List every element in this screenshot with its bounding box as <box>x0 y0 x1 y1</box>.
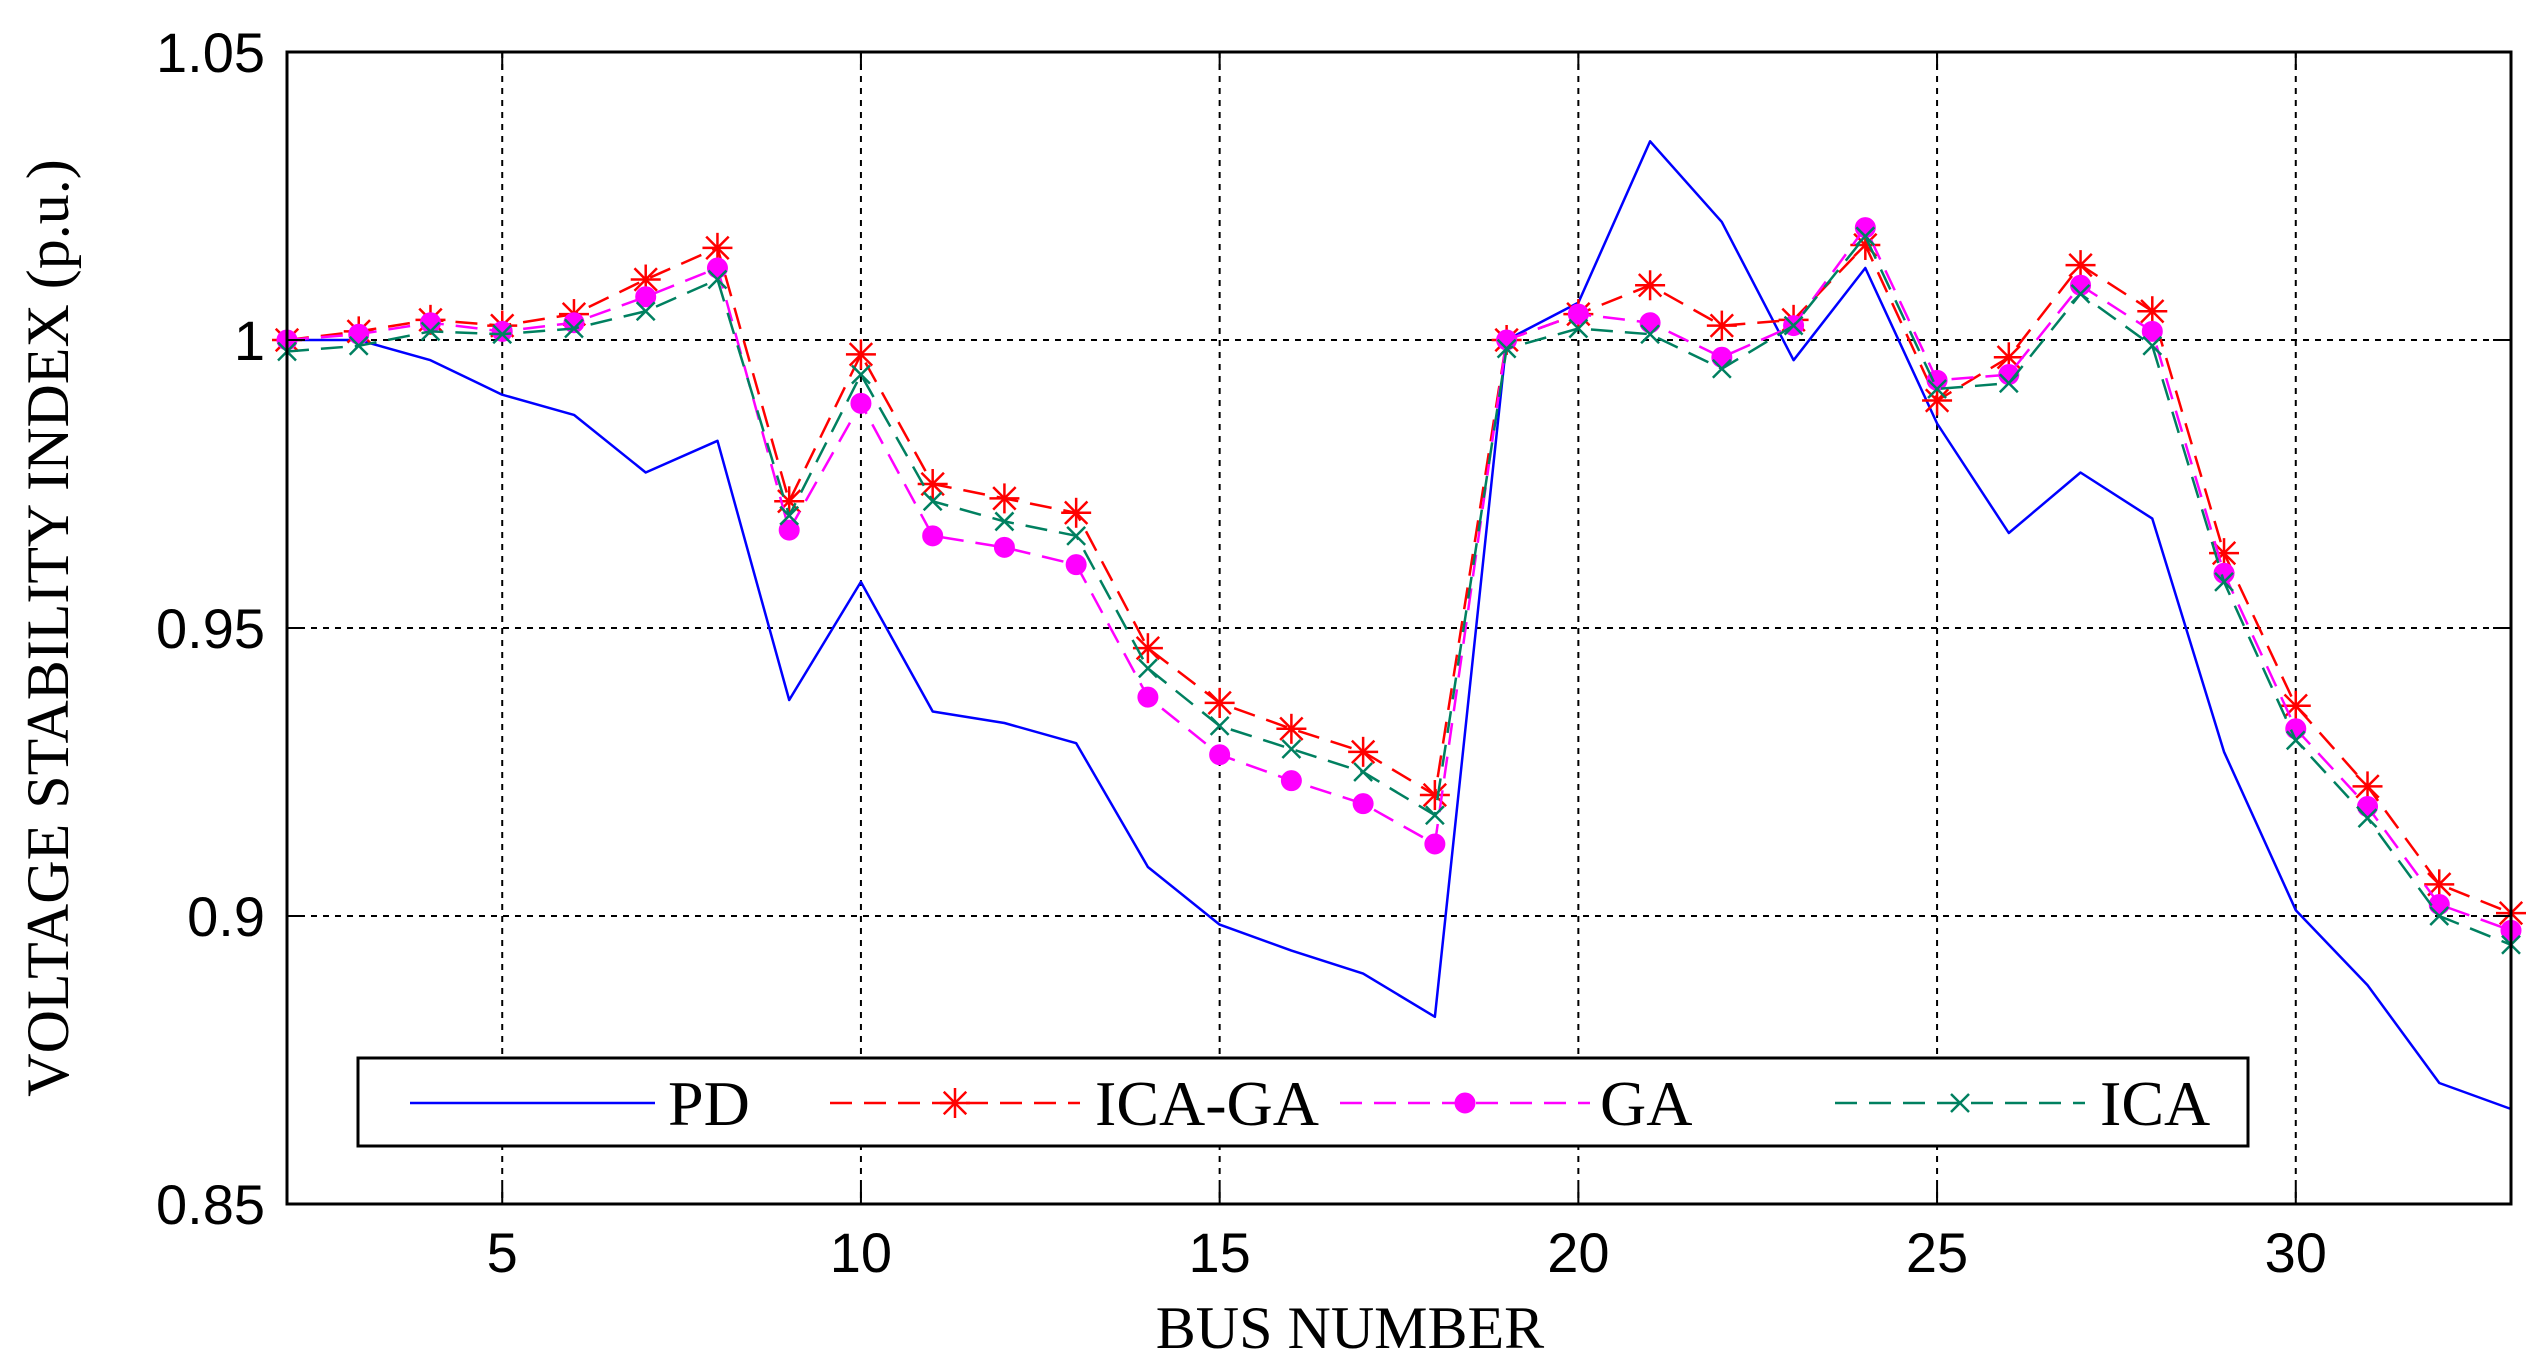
dot-marker <box>2358 797 2378 817</box>
x-tick-label: 10 <box>830 1221 892 1284</box>
dot-marker <box>1455 1093 1475 1113</box>
x-tick-label: 30 <box>2265 1221 2327 1284</box>
x-tick-label: 15 <box>1188 1221 1250 1284</box>
legend: PD ICA-GA GA ICA <box>358 1058 2248 1146</box>
y-tick-label: 1.05 <box>156 21 265 84</box>
y-tick-label: 0.95 <box>156 597 265 660</box>
series-ica-ga <box>272 230 2526 928</box>
dot-marker <box>1425 834 1445 854</box>
y-axis-label: VOLTAGE STABILITY INDEX (p.u.) <box>15 159 81 1096</box>
x-axis-label: BUS NUMBER <box>1156 1295 1544 1361</box>
legend-label: GA <box>1600 1068 1692 1139</box>
series-ica <box>278 227 2520 953</box>
dot-marker <box>492 321 512 341</box>
plot-area-frame <box>287 52 2511 1204</box>
dot-marker <box>349 324 369 344</box>
y-tick-label: 1 <box>234 309 265 372</box>
legend-label: ICA-GA <box>1095 1068 1319 1139</box>
series-line-ga <box>287 228 2511 931</box>
line-chart: 5 10 15 20 25 30 0.85 0.9 0.95 1 1.05 BUS NUMBER V… <box>0 0 2531 1370</box>
dot-marker <box>994 537 1014 557</box>
dot-marker <box>923 526 943 546</box>
dot-marker <box>1066 555 1086 575</box>
dot-marker <box>851 393 871 413</box>
dot-marker <box>2286 719 2306 739</box>
dot-marker <box>1353 794 1373 814</box>
y-tick-label: 0.85 <box>156 1173 265 1236</box>
dot-marker <box>1210 745 1230 765</box>
dot-marker <box>1138 687 1158 707</box>
series-line-pd <box>287 141 2511 1109</box>
series-ga <box>277 218 2521 941</box>
gridlines <box>287 52 2511 1204</box>
series-layer <box>272 141 2526 1109</box>
dot-marker <box>1640 313 1660 333</box>
x-tick-label: 25 <box>1906 1221 1968 1284</box>
dot-marker <box>707 258 727 278</box>
legend-label: ICA <box>2100 1068 2210 1139</box>
legend-label: PD <box>668 1068 750 1139</box>
x-tick-label: 5 <box>487 1221 518 1284</box>
dot-marker <box>1281 771 1301 791</box>
series-pd <box>287 141 2511 1109</box>
series-line-ica-ga <box>287 245 2511 913</box>
y-tick-label: 0.9 <box>187 885 265 948</box>
x-tick-label: 20 <box>1547 1221 1609 1284</box>
series-line-ica <box>287 236 2511 945</box>
